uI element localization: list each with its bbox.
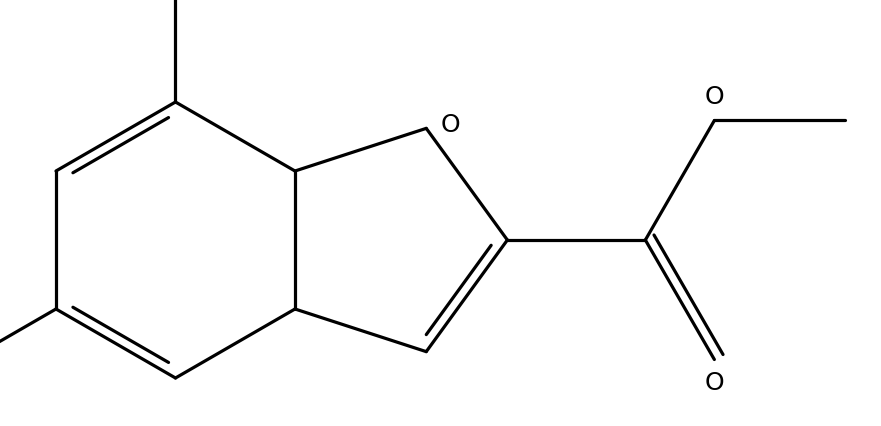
Text: O: O [705, 370, 724, 394]
Text: O: O [705, 85, 724, 109]
Text: O: O [440, 113, 460, 137]
